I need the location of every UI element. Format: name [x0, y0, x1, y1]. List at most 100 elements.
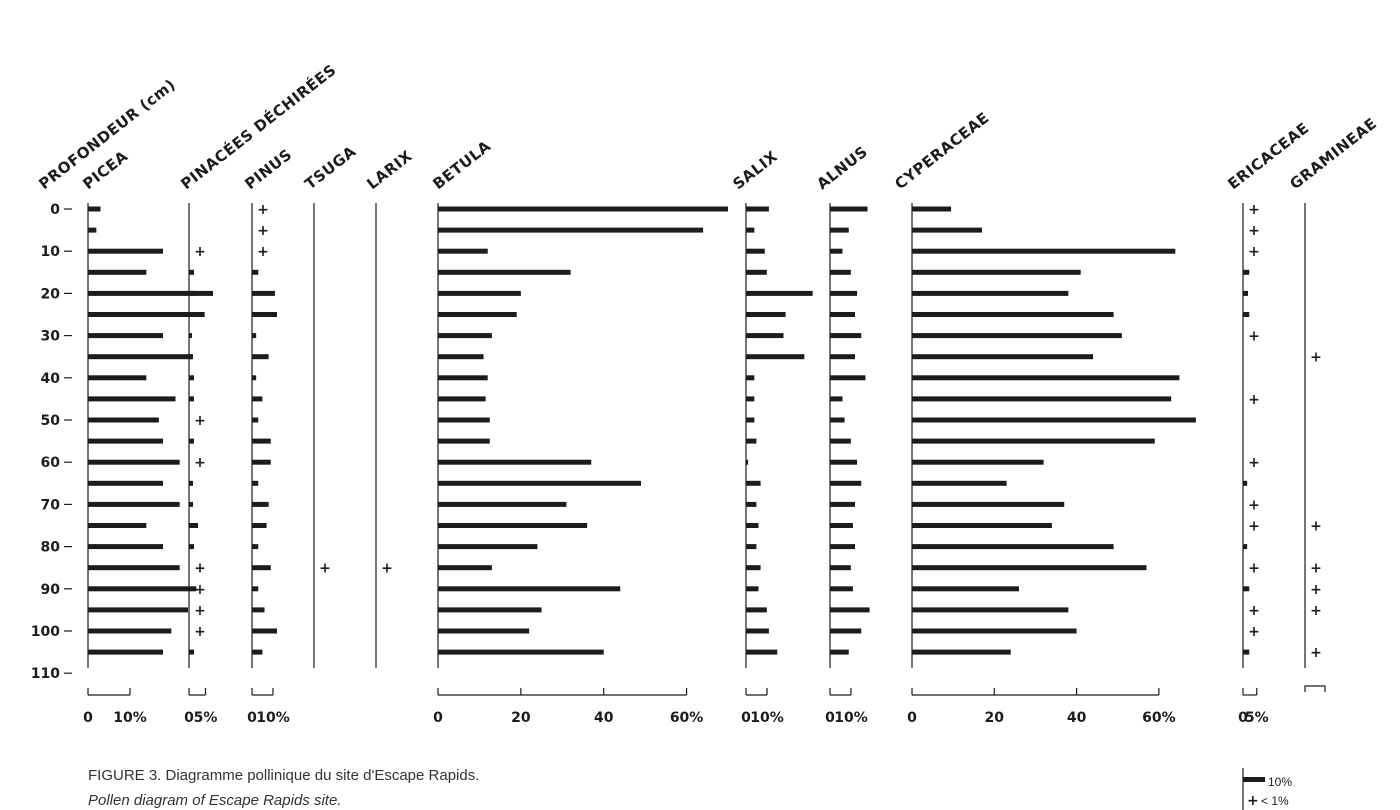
- bar-salix-105cm: [746, 649, 778, 655]
- bar-pinacees-dechirees-80cm: [189, 544, 194, 550]
- trace-pinacees-dechirees-85cm: +: [194, 561, 206, 577]
- trace-pinacees-dechirees-60cm: +: [194, 455, 206, 471]
- bar-salix-20cm: [746, 290, 813, 296]
- bar-cyperaceae-80cm: [912, 544, 1114, 550]
- trace-gramineae-85cm: +: [1310, 561, 1322, 577]
- scale-ericaceae: 05%: [1238, 688, 1269, 726]
- bar-betula-65cm: [438, 480, 641, 486]
- bar-betula-60cm: [438, 459, 592, 465]
- bar-picea-15cm: [88, 269, 147, 275]
- trace-ericaceae-100cm: +: [1248, 624, 1260, 640]
- bar-pinus-30cm: [252, 333, 257, 339]
- bar-pinus-85cm: [252, 565, 271, 571]
- bar-pinacees-dechirees-25cm: [189, 312, 196, 317]
- bar-picea-10cm: [88, 248, 163, 254]
- depth-tick-label-10: 10: [41, 244, 61, 260]
- scale-label-ericaceae-0: 0: [1238, 710, 1248, 726]
- scale-label-picea-0: 0: [83, 710, 93, 726]
- column-ericaceae: + + + + + + + + + + +: [1242, 202, 1260, 668]
- scale-betula: 0 20 40 60%: [433, 688, 703, 726]
- bar-picea-60cm: [88, 459, 180, 465]
- bar-picea-75cm: [88, 523, 147, 528]
- scale-label-alnus-0: 0: [825, 710, 835, 726]
- bar-salix-55cm: [746, 438, 757, 444]
- trace-ericaceae-45cm: +: [1248, 392, 1260, 408]
- bar-pinus-105cm: [252, 649, 263, 655]
- scale-label-ericaceae-1: 5%: [1245, 710, 1269, 726]
- scale-alnus: 0 10%: [825, 688, 868, 726]
- bar-alnus-50cm: [830, 417, 845, 423]
- bar-betula-100cm: [438, 628, 530, 634]
- scale-cyperaceae: 0 20 40 60%: [907, 688, 1176, 726]
- bar-ericaceae-25cm: [1243, 312, 1250, 317]
- taxon-headers: PROFONDEUR (cm)PICEA PINACÉES DÉCHIRÉESPI…: [35, 60, 1380, 193]
- bar-betula-30cm: [438, 333, 492, 339]
- figure-caption-french: FIGURE 3. Diagramme pollinique du site d…: [88, 767, 479, 784]
- bar-pinus-15cm: [252, 269, 259, 275]
- bar-betula-10cm: [438, 248, 488, 254]
- bar-alnus-60cm: [830, 459, 858, 465]
- bar-pinus-40cm: [252, 375, 257, 381]
- legend-trace-marker: +: [1247, 793, 1259, 809]
- scale-label-alnus-1: 10%: [834, 710, 868, 726]
- bar-pinus-80cm: [252, 544, 259, 550]
- bar-cyperaceae-105cm: [912, 649, 1011, 655]
- bar-alnus-75cm: [830, 523, 853, 528]
- bar-pinacees-dechirees-20cm: [189, 290, 195, 296]
- column-alnus: [829, 203, 870, 668]
- bar-pinus-25cm: [252, 312, 277, 317]
- scale-picea: 0 10%: [83, 688, 147, 726]
- bar-picea-80cm: [88, 544, 163, 550]
- bar-picea-55cm: [88, 438, 163, 444]
- legend-trace-label: < 1%: [1261, 794, 1289, 808]
- depth-tick-label-110: 110: [31, 666, 60, 682]
- bar-pinacees-dechirees-35cm: [189, 354, 193, 360]
- bar-salix-95cm: [746, 607, 767, 613]
- bar-cyperaceae-65cm: [912, 480, 1007, 486]
- scale-label-pinus-1: 10%: [256, 710, 290, 726]
- trace-ericaceae-10cm: +: [1248, 244, 1260, 260]
- bar-salix-30cm: [746, 333, 784, 339]
- bar-cyperaceae-95cm: [912, 607, 1069, 613]
- bar-salix-45cm: [746, 396, 755, 402]
- scale-gramineae: [1304, 685, 1326, 692]
- bar-cyperaceae-50cm: [912, 417, 1196, 423]
- scale-label-pinacees-dechirees-0: 0: [184, 710, 194, 726]
- bar-betula-15cm: [438, 269, 571, 275]
- trace-gramineae-95cm: +: [1310, 603, 1322, 619]
- bar-betula-0cm: [438, 206, 728, 212]
- bar-alnus-90cm: [830, 586, 853, 592]
- bar-alnus-55cm: [830, 438, 851, 444]
- bar-alnus-5cm: [830, 227, 849, 233]
- column-tsuga: +: [313, 203, 331, 668]
- bar-pinacees-dechirees-65cm: [189, 480, 193, 486]
- bar-cyperaceae-15cm: [912, 269, 1081, 275]
- percentage-scales: 0 10% 0 5% 0 10% 0 20 40 60% 0 10% 0 10% 0 20 40 60% 05%: [83, 685, 1326, 726]
- column-cyperaceae: [911, 203, 1196, 668]
- trace-gramineae-75cm: +: [1310, 519, 1322, 535]
- trace-ericaceae-30cm: +: [1248, 329, 1260, 345]
- bar-salix-10cm: [746, 248, 765, 254]
- trace-ericaceae-70cm: +: [1248, 497, 1260, 513]
- bar-alnus-100cm: [830, 628, 862, 634]
- bar-picea-0cm: [88, 206, 101, 212]
- bar-alnus-35cm: [830, 354, 855, 360]
- bar-betula-50cm: [438, 417, 490, 423]
- bar-betula-105cm: [438, 649, 604, 655]
- bar-ericaceae-90cm: [1243, 586, 1250, 592]
- bar-ericaceae-105cm: [1243, 649, 1250, 655]
- bar-pinacees-dechirees-45cm: [189, 396, 194, 402]
- trace-pinus-0cm: +: [257, 202, 269, 218]
- scale-salix: 0 10%: [741, 688, 784, 726]
- trace-ericaceae-95cm: +: [1248, 603, 1260, 619]
- bar-salix-50cm: [746, 417, 755, 423]
- depth-tick-label-0: 0: [50, 202, 60, 218]
- trace-pinus-5cm: +: [257, 223, 269, 239]
- bar-picea-40cm: [88, 375, 147, 381]
- scale-pinacees-dechirees: 0 5%: [184, 688, 217, 726]
- bar-picea-85cm: [88, 565, 180, 571]
- depth-tick-label-40: 40: [41, 371, 61, 387]
- column-gramineae: + + + + + +: [1304, 203, 1322, 668]
- bar-cyperaceae-25cm: [912, 312, 1114, 317]
